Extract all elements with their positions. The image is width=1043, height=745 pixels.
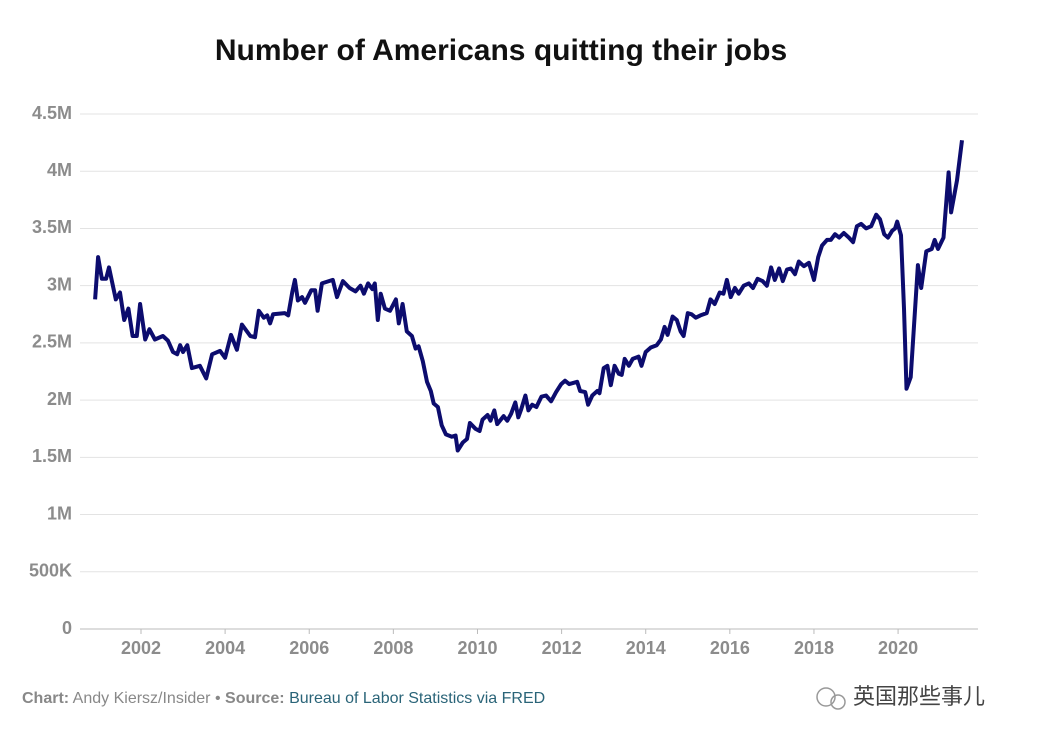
y-tick-label: 0 <box>62 618 72 638</box>
x-tick-label: 2020 <box>878 638 918 658</box>
source-label: Source: <box>225 690 285 707</box>
line <box>93 140 964 453</box>
y-tick-label: 1.5M <box>32 446 72 466</box>
x-tick-label: 2004 <box>205 638 245 658</box>
x-tick-label: 2008 <box>373 638 413 658</box>
separator: • <box>215 690 221 707</box>
x-tick-label: 2002 <box>121 638 161 658</box>
y-tick-label: 2.5M <box>32 332 72 352</box>
footer: Chart: Andy Kiersz/Insider • Source: Bur… <box>22 690 545 707</box>
x-tick-label: 2014 <box>626 638 666 658</box>
source: Bureau of Labor Statistics via FRED <box>289 690 545 707</box>
watermark: 英国那些事儿 <box>853 684 985 709</box>
y-tick-label: 3M <box>47 274 72 294</box>
y-tick-label: 1M <box>47 503 72 523</box>
x-tick-label: 2012 <box>542 638 582 658</box>
watermark-icon <box>816 687 846 710</box>
x-tick-label: 2016 <box>710 638 750 658</box>
y-tick-label: 4M <box>47 160 72 180</box>
chart-label: Chart: <box>22 690 69 707</box>
y-tick-label: 4.5M <box>32 103 72 123</box>
x-tick-label: 2010 <box>457 638 497 658</box>
y-tick-label: 2M <box>47 389 72 409</box>
x-tick-label: 2018 <box>794 638 834 658</box>
x-tick-label: 2006 <box>289 638 329 658</box>
chart-author: Andy Kiersz/Insider <box>73 690 212 707</box>
y-tick-label: 500K <box>29 561 72 581</box>
y-tick-label: 3.5M <box>32 217 72 237</box>
chart-title: Number of Americans quitting their jobs <box>215 34 787 67</box>
